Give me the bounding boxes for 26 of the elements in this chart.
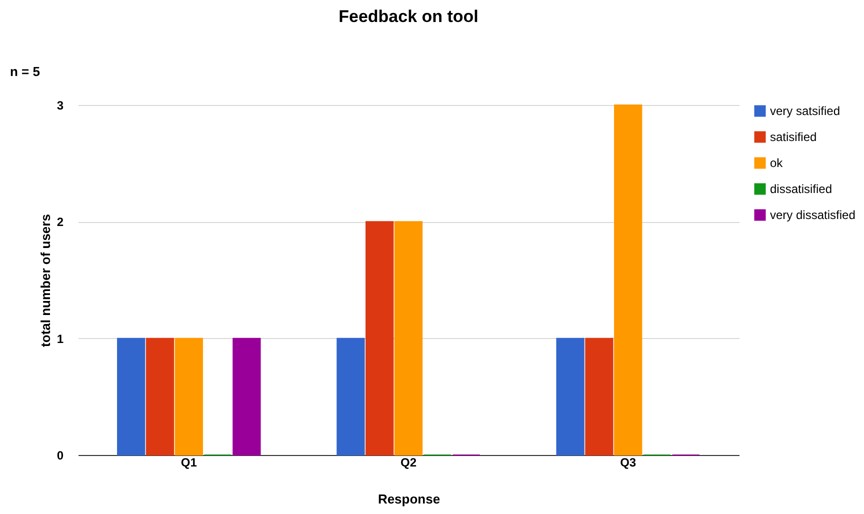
y-tick-label: 0 <box>56 448 64 462</box>
x-tick-label: Q1 <box>180 456 198 470</box>
bar <box>146 338 174 456</box>
bar <box>585 338 614 456</box>
x-axis-title: Response <box>378 492 440 506</box>
bar <box>117 338 146 456</box>
bar <box>394 221 423 456</box>
y-axis-title: total number of users <box>38 214 53 347</box>
bar <box>336 338 365 456</box>
bar <box>614 104 642 456</box>
legend-label: ok <box>770 156 784 170</box>
bar <box>556 338 584 456</box>
y-tick-label: 3 <box>56 98 64 112</box>
legend-label: dissatisified <box>770 182 832 196</box>
legend-label: very satsified <box>770 104 840 118</box>
legend-label: satisified <box>770 130 817 144</box>
x-tick-label: Q2 <box>400 456 417 470</box>
bar <box>174 338 203 456</box>
bar <box>232 338 261 456</box>
text: n = 5 <box>10 64 40 79</box>
legend-label: very dissatisfied <box>770 208 856 222</box>
y-tick-label: 2 <box>56 215 64 230</box>
bar <box>366 221 394 456</box>
x-tick-label: Q3 <box>620 456 636 470</box>
y-tick-label: 1 <box>56 332 64 346</box>
chart-title: Feedback on tool <box>338 7 478 26</box>
